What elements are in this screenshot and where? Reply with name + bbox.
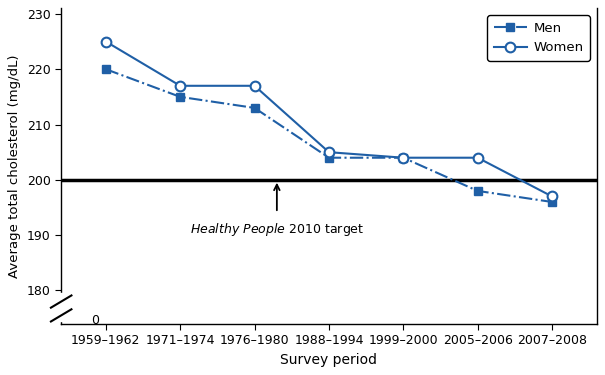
Text: 0: 0 [91, 314, 99, 327]
Legend: Men, Women: Men, Women [487, 15, 590, 61]
Text: $\it{Healthy\ People\ 2010}$ target: $\it{Healthy\ People\ 2010}$ target [190, 221, 364, 238]
Y-axis label: Average total cholesterol (mg/dL): Average total cholesterol (mg/dL) [8, 54, 21, 278]
X-axis label: Survey period: Survey period [281, 352, 378, 367]
Bar [57, 293, 67, 321]
